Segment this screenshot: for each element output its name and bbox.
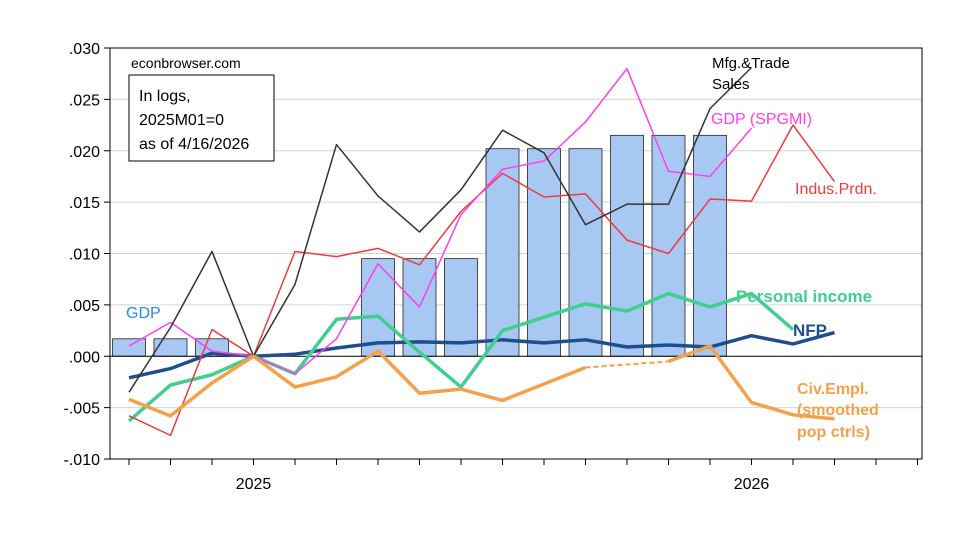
gdp-bar [527,148,561,357]
personal-income-line [127,291,795,423]
axes: .030 .025 .020 .015 .010 .005 .000 -.005 -.010 20… [64,41,923,493]
gdp-spgmi-line [128,67,753,375]
civ-empl-label-1: Civ.Empl. [797,381,869,398]
note-box [128,74,275,162]
gdp-bar [693,134,727,357]
y-tick-label: .030 [69,41,100,58]
note-line-1: In logs, [139,88,191,105]
civ-empl-label-2: (smoothed [797,402,879,419]
mfg-sales-label-2: Sales [712,76,750,93]
gdp-bar [153,338,188,357]
gdp-bar [568,148,603,357]
source-label: econbrowser.com [131,55,241,71]
x-tick-label: 2025 [236,476,272,493]
civ-empl-line [128,349,587,418]
y-tick-label: .020 [69,144,100,161]
note-line-3: as of 4/16/2026 [139,136,249,153]
gdp-bar [610,134,644,357]
gdp-bars [112,134,727,357]
y-tick-label: .015 [69,195,100,212]
y-tick-label: -.010 [64,452,101,469]
industrial-production-line [128,124,836,437]
series-lines [127,66,836,437]
mfg-trade-sales-line [128,66,753,393]
y-tick-label: .000 [69,349,100,366]
note-line-2: 2025M01=0 [139,112,224,129]
personal-income-label: Personal income [736,287,872,306]
y-tick-label: .025 [69,92,100,109]
nfp-label: NFP [793,321,827,340]
gdp-bars-label: GDP [126,305,161,322]
gdp-spgmi-label: GDP (SPGMI) [711,111,812,128]
civ-empl-label-3: pop ctrls) [797,424,870,441]
gdp-bar [651,134,686,357]
indus-prdn-label: Indus.Prdn. [795,181,877,198]
x-tick-label: 2026 [734,476,770,493]
y-tick-label: -.005 [64,401,101,418]
civ-empl-line [667,344,835,421]
y-tick-label: .010 [69,247,100,264]
civ-empl-dashed-segment [585,360,669,369]
gdp-bar [112,338,146,357]
mfg-sales-label-1: Mfg.&Trade [712,55,790,72]
y-tick-label: .005 [69,298,100,315]
gdp-bar [444,258,478,357]
